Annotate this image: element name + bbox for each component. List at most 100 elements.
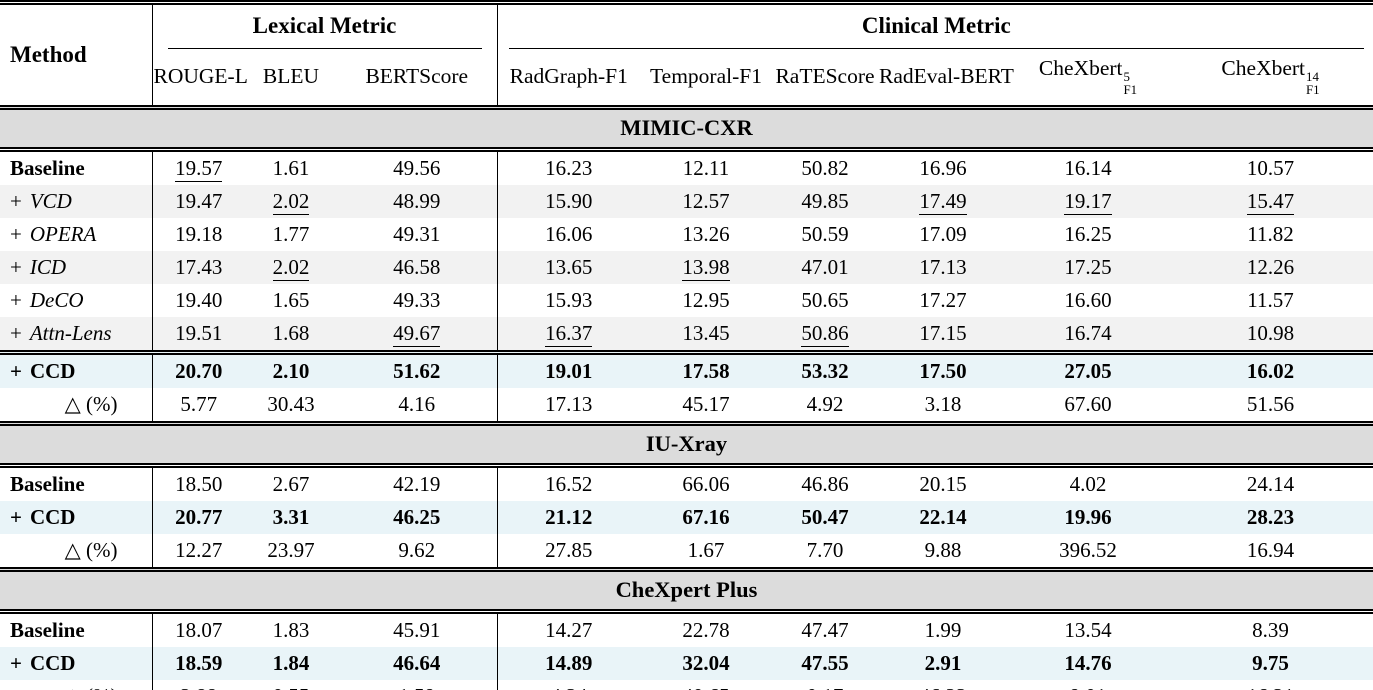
metric-cell: 16.02	[1168, 349, 1373, 388]
method-prefix: +	[10, 254, 22, 279]
underlined-value: 2.02	[272, 188, 310, 215]
metric-cell: 3.18	[924, 391, 962, 416]
method-cell: + OPERA	[0, 217, 153, 251]
column-header-rouge-l: ROUGE-L	[152, 49, 248, 110]
superscript: 14	[1306, 70, 1319, 85]
metric-cell: 19.51	[152, 316, 245, 353]
metric-cell: 17.27	[919, 287, 967, 312]
metric-cell: 28.23	[1168, 500, 1373, 534]
method-cell: Baseline	[0, 611, 153, 647]
table-row-deco: + DeCO 19.40 1.65 49.33 15.93 12.95 50.65…	[0, 283, 1373, 317]
metric-cell: 21.12	[497, 500, 641, 534]
delta-label: △ (%)	[64, 391, 118, 416]
metric-cell: 17.43	[152, 250, 245, 284]
metric-cell: 19.18	[175, 221, 223, 246]
underlined-value: 50.86	[801, 320, 849, 347]
metric-cell: 46.23	[878, 679, 1009, 690]
section-band: MIMIC-CXR	[0, 104, 1373, 152]
metric-cell: 67.60	[1064, 391, 1112, 416]
table-row-icd: + ICD 17.43 2.02 46.58 13.65 13.98 47.01 …	[0, 250, 1373, 284]
method-cell: △ (%)	[0, 533, 153, 570]
metric-cell: 17.50	[878, 349, 1009, 388]
method-cell: + CCD	[0, 500, 153, 534]
method-prefix: +	[10, 287, 22, 312]
metric-cell: 19.40	[175, 287, 223, 312]
column-header-radeval-bert: RadEval-BERT	[878, 49, 1014, 110]
metric-cell: 14.27	[545, 617, 593, 642]
metric-cell: 19.96	[1008, 500, 1169, 534]
metric-cell: 17.15	[878, 316, 1009, 353]
table-row-baseline: Baseline 18.07 1.83 45.91 14.27 22.78 47…	[0, 611, 1373, 647]
metric-cell: 46.64	[337, 646, 498, 680]
metric-cell: 15.47	[1168, 184, 1373, 218]
metric-cell: 40.65	[640, 679, 773, 690]
metric-cell: 46.58	[337, 250, 498, 284]
metric-cell: 12.27	[175, 537, 223, 562]
metric-cell: 17.09	[919, 221, 967, 246]
metric-cell: 1.59	[337, 679, 498, 690]
metric-cell: 1.84	[245, 646, 337, 680]
metric-cell: 18.59	[152, 646, 245, 680]
method-cell: △ (%)	[0, 679, 153, 690]
method-name: DeCO	[29, 287, 84, 312]
method-name: ICD	[29, 254, 67, 279]
metric-cell: 17.49	[878, 184, 1009, 218]
method-prefix: +	[10, 221, 22, 246]
metric-cell: 16.60	[1064, 287, 1112, 312]
delta-label: △ (%)	[65, 684, 118, 690]
metric-cell: 9.88	[924, 537, 962, 562]
metric-cell: 12.11	[682, 155, 730, 180]
section-title: CheXpert Plus	[0, 566, 1373, 614]
metric-cell: 5.77	[180, 391, 218, 416]
metric-cell: 27.85	[545, 537, 593, 562]
section-title: IU-Xray	[0, 420, 1373, 468]
metric-cell: 50.65	[801, 287, 849, 312]
metric-cell: 16.37	[497, 316, 641, 353]
method-cell: Baseline	[0, 465, 153, 501]
method-name: Baseline	[10, 617, 85, 642]
metric-cell: 49.85	[772, 184, 879, 218]
metric-cell: 67.16	[640, 500, 773, 534]
metric-cell: 2.02	[245, 184, 337, 218]
method-cell: + DeCO	[0, 283, 153, 317]
method-name: Attn-Lens	[29, 320, 112, 345]
metric-cell: 20.15	[919, 471, 967, 496]
delta-label: △ (%)	[64, 537, 118, 562]
metric-cell: 1.83	[272, 617, 310, 642]
metric-cell: 14.89	[497, 646, 641, 680]
group-header-lexical: Lexical Metric	[152, 0, 498, 49]
metric-cell: 4.16	[337, 387, 498, 424]
metric-cell: 19.47	[152, 184, 245, 218]
metric-cell: 15.90	[497, 184, 641, 218]
metric-cell: 10.98	[1168, 316, 1373, 353]
metric-cell: 32.04	[640, 646, 773, 680]
section-title: MIMIC-CXR	[0, 104, 1373, 152]
metric-cell: 24.14	[1246, 471, 1295, 496]
metric-cell: 7.70	[806, 537, 844, 562]
metric-cell: 16.96	[919, 155, 967, 180]
metric-cell: 17.25	[1008, 250, 1169, 284]
metric-cell: 17.58	[640, 349, 773, 388]
method-prefix: +	[10, 188, 22, 213]
underlined-value: 2.02	[272, 254, 310, 281]
metric-cell: 66.06	[682, 471, 730, 496]
metric-cell: 53.32	[772, 349, 879, 388]
method-cell: Baseline	[0, 149, 153, 185]
metric-cell: 396.52	[1059, 537, 1117, 562]
metric-cell: 22.78	[682, 617, 730, 642]
metric-cell: 16.06	[545, 221, 593, 246]
metric-cell: 18.50	[175, 471, 223, 496]
method-cell: △ (%)	[0, 387, 153, 424]
metric-cell: 30.43	[267, 391, 315, 416]
metric-cell: 42.19	[337, 465, 498, 501]
metric-cell: 2.10	[245, 349, 337, 388]
metric-cell: 20.70	[152, 349, 245, 388]
metric-cell: 49.67	[337, 316, 498, 353]
metric-cell: 22.14	[878, 500, 1009, 534]
table-row-vcd: + VCD 19.47 2.02 48.99 15.90 12.57 49.85 …	[0, 184, 1373, 218]
underlined-value: 17.49	[919, 188, 967, 215]
column-header-chexbert14-f1: CheXbert 14 F1	[1168, 49, 1373, 110]
metric-cell: 0.55	[245, 679, 337, 690]
metric-cell: 2.88	[152, 679, 245, 690]
metric-cell: 0.17	[772, 679, 879, 690]
